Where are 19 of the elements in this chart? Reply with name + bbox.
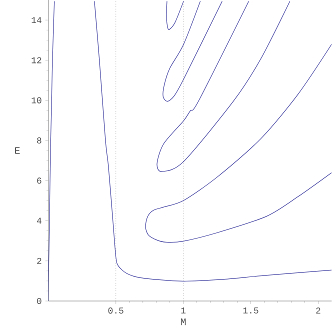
x-tick-label: 1: [181, 308, 186, 314]
x-axis-title: M: [180, 318, 186, 326]
line-series: [162, 0, 222, 102]
y-tick-label: 8: [37, 137, 42, 144]
y-axis-title: E: [15, 147, 20, 154]
line-series: [94, 0, 332, 282]
x-tick-label: 1.5: [243, 308, 258, 314]
line-series: [166, 0, 184, 30]
y-tick-label: 6: [37, 178, 42, 184]
line-series: [156, 0, 290, 172]
y-tick-label: 0: [37, 298, 42, 304]
y-tick-label: 4: [36, 218, 42, 224]
y-tick-label: 2: [37, 258, 42, 264]
y-tick-label: 14: [32, 17, 42, 24]
y-tick-label: 12: [32, 57, 42, 64]
line-series: [145, 44, 332, 243]
y-tick-label: 10: [32, 97, 42, 104]
x-tick-label: 2: [316, 308, 320, 314]
x-tick-label: 0.5: [108, 308, 124, 314]
